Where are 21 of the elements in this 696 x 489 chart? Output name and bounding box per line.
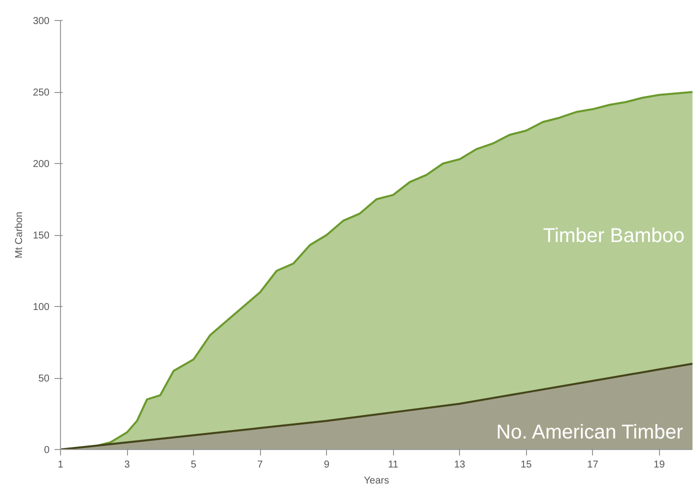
x-tick-label: 9	[324, 460, 330, 470]
x-tick-label: 5	[190, 460, 197, 470]
x-tick-label: 7	[257, 460, 264, 470]
x-tick-label: 3	[124, 460, 130, 470]
series-label: Timber Bamboo	[542, 224, 685, 247]
y-axis-title: Mt Carbon	[14, 212, 25, 258]
y-tick-label: 100	[32, 302, 50, 313]
y-tick-label: 300	[32, 16, 50, 27]
x-tick-label: 19	[654, 460, 666, 470]
x-tick-label: 13	[454, 460, 466, 470]
x-tick-label: 17	[587, 460, 599, 470]
x-axis-title: Years	[364, 476, 390, 486]
x-tick-label: 1	[58, 460, 64, 470]
y-tick-label: 250	[32, 88, 50, 98]
x-tick-label: 11	[388, 460, 399, 470]
x-tick-label: 15	[520, 460, 532, 470]
series-label: No. American Timber	[496, 422, 684, 444]
y-tick-label: 150	[32, 230, 50, 242]
y-tick-label: 50	[38, 374, 50, 384]
y-tick-label: 200	[32, 159, 50, 170]
y-tick-label: 0	[44, 445, 50, 456]
